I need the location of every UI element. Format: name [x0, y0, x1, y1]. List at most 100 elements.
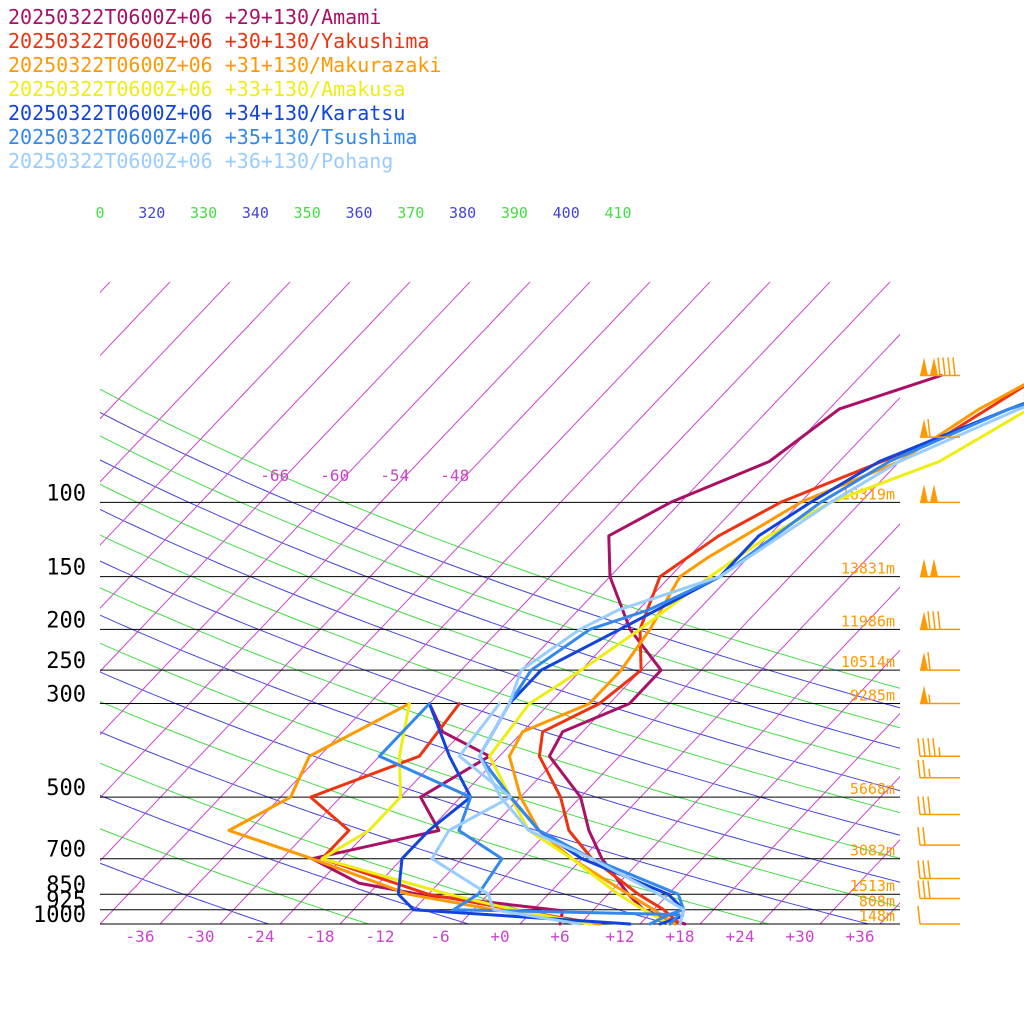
wind-barb-feather — [937, 357, 941, 376]
wind-barb — [917, 796, 960, 816]
wind-barb-feather — [917, 796, 921, 815]
x-tick-label: +6 — [550, 927, 569, 946]
isotherm-line — [219, 281, 831, 924]
wind-barb-half-feather — [938, 747, 941, 757]
isotherm-line — [100, 281, 411, 609]
height-label: 808m — [859, 893, 895, 911]
isotherm-line — [0, 282, 50, 924]
wind-barb-feather — [917, 860, 921, 879]
temperature-line — [477, 405, 1024, 926]
dry-adiabat-line — [100, 731, 669, 924]
isotherm-line — [100, 281, 711, 924]
legend-entry: 20250322T0600Z+06 +33+130/Amakusa — [8, 77, 406, 101]
isotherm-line — [940, 282, 1024, 924]
isotherms — [0, 281, 1024, 924]
wind-barb-feather — [917, 880, 921, 899]
wind-barb — [917, 827, 960, 846]
pressure-label: 500 — [46, 776, 86, 801]
wind-barb — [920, 419, 960, 438]
height-label: 5668m — [850, 780, 895, 798]
isotherm-line — [579, 586, 900, 924]
x-tick-label: +18 — [666, 927, 695, 946]
wind-barb-feather — [922, 860, 926, 879]
isotherm-line — [100, 281, 291, 483]
legend-entry: 20250322T0600Z+06 +30+130/Yakushima — [8, 29, 430, 53]
temperature-line — [487, 410, 1024, 926]
wind-barb-pennant — [920, 419, 928, 438]
dewpoint-line — [227, 702, 602, 926]
wind-barb-half-feather — [928, 768, 931, 778]
wind-barb-pennant — [920, 484, 928, 503]
theta-label: 330 — [190, 204, 217, 222]
pressure-label: 150 — [46, 556, 86, 581]
x-tick-label: -24 — [246, 927, 275, 946]
wind-barb-feather — [927, 419, 931, 438]
dry-adiabat-line — [100, 828, 369, 924]
pressure-label: 850 — [46, 873, 86, 898]
wind-barb-half-feather — [928, 694, 931, 704]
x-tick-labels: -36 -30 -24 -18 -12 -6 +0 +6 +12 +18 +24 +30 +36 — [126, 927, 875, 946]
height-label: 1513m — [850, 877, 895, 895]
pressure-label: 700 — [46, 838, 86, 863]
height-label: 9285m — [850, 687, 895, 705]
isotherm-line — [879, 902, 900, 924]
wind-barb-feather — [942, 357, 946, 376]
dry-adiabats — [100, 388, 900, 924]
dry-adiabat-line — [100, 388, 900, 689]
wind-barb-feather — [937, 611, 941, 630]
theta-label: 340 — [242, 204, 269, 222]
isotherm-line — [100, 281, 351, 546]
wind-barb-feather — [917, 738, 921, 757]
wind-barb — [920, 685, 960, 705]
wind-barb-feather — [917, 759, 921, 778]
dry-adiabat-line — [100, 560, 900, 836]
wind-barb-pennant — [920, 558, 928, 577]
theta-label: 370 — [397, 204, 424, 222]
wind-barb-feather — [927, 796, 931, 815]
wind-barb-pennant — [920, 611, 928, 630]
wind-barb-feather — [922, 759, 926, 778]
height-labels: 16319m13831m11986m10514m9285m5668m3082m1… — [841, 485, 895, 925]
wind-barb — [920, 611, 960, 631]
x-tick-label: -30 — [186, 927, 215, 946]
wind-barb-pennant — [930, 558, 938, 577]
isotherm-line — [819, 839, 900, 924]
sounding-series — [227, 374, 1024, 926]
dewpoint-line — [309, 702, 602, 926]
wind-barb-feather — [947, 357, 951, 376]
legend-entry: 20250322T0600Z+06 +35+130/Tsushima — [8, 125, 418, 149]
x-tick-label: -6 — [430, 927, 449, 946]
isotherm-label: -66 — [260, 466, 289, 485]
isotherm-line — [639, 649, 900, 924]
wind-barb-feather — [927, 652, 931, 671]
wind-barb — [917, 880, 960, 900]
wind-barb — [917, 860, 960, 880]
isotherm-line — [100, 281, 471, 673]
theta-label: 380 — [449, 204, 476, 222]
x-tick-label: -36 — [126, 927, 155, 946]
dry-adiabat-line — [100, 483, 900, 770]
wind-barb-pennant — [920, 685, 928, 704]
dry-adiabat-line — [100, 794, 469, 924]
theta-label: 400 — [553, 204, 580, 222]
pressure-label: 100 — [46, 481, 86, 506]
isotherm-label: -60 — [320, 466, 349, 485]
wind-barb — [920, 558, 960, 578]
pressure-label: 300 — [46, 683, 86, 708]
wind-barb-pennant — [920, 357, 928, 376]
isotherm-label: -48 — [440, 466, 469, 485]
dry-adiabat-line — [100, 508, 900, 792]
dry-adiabat-line — [100, 534, 900, 814]
isotherm-line — [100, 281, 171, 357]
legend-entry: 20250322T0600Z+06 +36+130/Pohang — [8, 149, 394, 173]
dry-adiabat-line — [100, 862, 269, 924]
wind-barb-feather — [952, 357, 956, 376]
wind-barb-feather — [917, 827, 921, 846]
wind-barb — [917, 738, 960, 757]
dewpoint-line — [430, 702, 582, 926]
x-tick-label: -12 — [366, 927, 395, 946]
theta-labels: 0 320 330 340 350 360 370 380 390 400 410 — [95, 204, 631, 222]
dry-adiabat-line — [100, 587, 900, 859]
isotherm-line — [100, 281, 231, 420]
